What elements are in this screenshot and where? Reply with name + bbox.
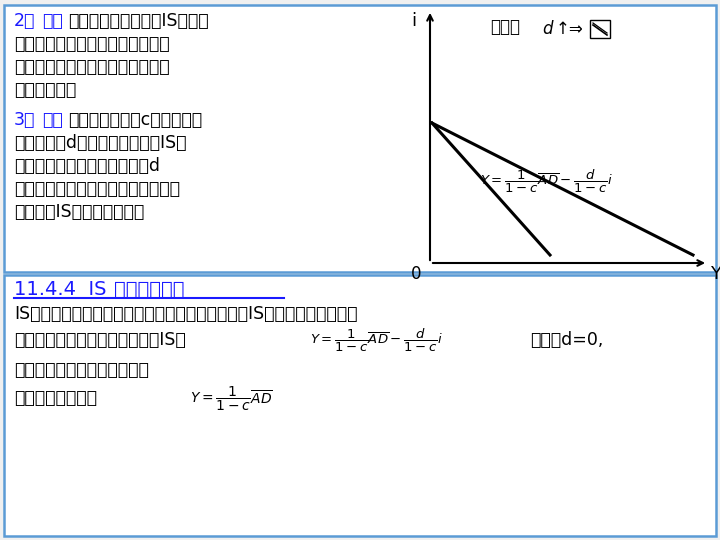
- Text: $d$: $d$: [542, 20, 554, 38]
- Bar: [590, 20, 610, 38]
- Text: 增加，则同样的利率降幅会增加较多: 增加，则同样的利率降幅会增加较多: [14, 180, 180, 198]
- Text: 说明其它条件相同时同样的利率水: 说明其它条件相同时同样的利率水: [14, 35, 170, 53]
- Text: Y: Y: [710, 265, 720, 283]
- Text: 资影响时的特殊形式。显然：在IS线: 资影响时的特殊形式。显然：在IS线: [14, 331, 186, 349]
- Text: 11.4.4  IS: 11.4.4 IS: [14, 280, 107, 299]
- Text: 中，若d=0,: 中，若d=0,: [530, 331, 603, 349]
- FancyBboxPatch shape: [4, 5, 716, 272]
- Text: 率的变化率d变化时斜率变化，IS线: 率的变化率d变化时斜率变化，IS线: [14, 134, 186, 152]
- Text: 平下较高的自发总需求会导致较高: 平下较高的自发总需求会导致较高: [14, 58, 170, 76]
- Text: 的投资，IS线斜率变平缓。: 的投资，IS线斜率变平缓。: [14, 203, 144, 221]
- Text: 旋转：: 旋转：: [490, 18, 520, 36]
- Text: ：边际消费倾向c或投资对利: ：边际消费倾向c或投资对利: [68, 111, 202, 129]
- Text: 则就是乘数原理：: 则就是乘数原理：: [14, 389, 97, 407]
- Text: i: i: [411, 12, 417, 30]
- Text: 即不考虑利率对投资的影响，: 即不考虑利率对投资的影响，: [14, 361, 149, 379]
- Text: 2、: 2、: [14, 12, 35, 30]
- FancyBboxPatch shape: [4, 275, 716, 536]
- Text: 旋转。说明其它条件相同时若d: 旋转。说明其它条件相同时若d: [14, 157, 160, 175]
- Text: 线与乘数原理: 线与乘数原理: [114, 280, 184, 299]
- Text: 平移: 平移: [42, 12, 63, 30]
- Text: ：自发总需求变化时IS平移。: ：自发总需求变化时IS平移。: [68, 12, 209, 30]
- Text: $Y=\dfrac{1}{1-c}\overline{AD}$: $Y=\dfrac{1}{1-c}\overline{AD}$: [190, 385, 273, 413]
- Text: 的产出水平。: 的产出水平。: [14, 81, 76, 99]
- Text: $Y=\dfrac{1}{1-c}\overline{AD}-\dfrac{d}{1-c}i$: $Y=\dfrac{1}{1-c}\overline{AD}-\dfrac{d}…: [480, 168, 613, 195]
- Text: 3、: 3、: [14, 111, 35, 129]
- Text: 旋转: 旋转: [42, 111, 63, 129]
- Text: $Y=\dfrac{1}{1-c}\overline{AD}-\dfrac{d}{1-c}i$: $Y=\dfrac{1}{1-c}\overline{AD}-\dfrac{d}…: [310, 327, 443, 354]
- Text: IS线是乘数原理在利率变动时的推广，乘数原理是IS线在不考虑利率对投: IS线是乘数原理在利率变动时的推广，乘数原理是IS线在不考虑利率对投: [14, 305, 358, 323]
- Text: ↑⇒: ↑⇒: [556, 20, 584, 38]
- Text: 0: 0: [410, 265, 421, 283]
